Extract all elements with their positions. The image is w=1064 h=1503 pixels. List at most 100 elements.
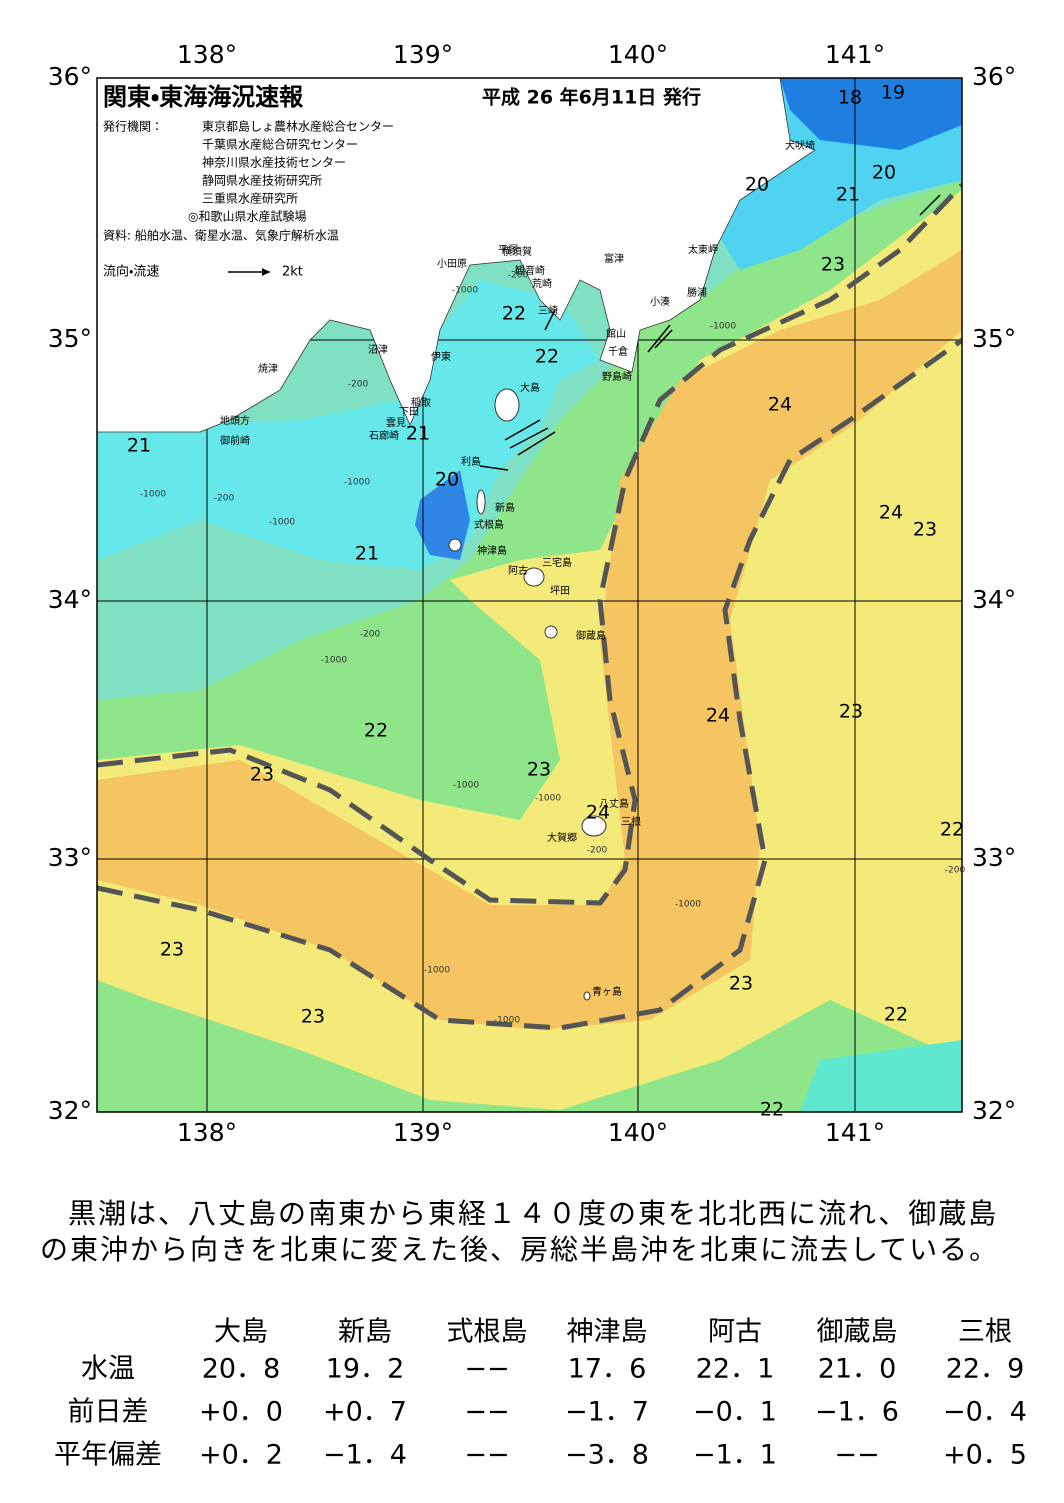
longitude-label: 139°	[393, 1118, 453, 1147]
latitude-label: 35°	[48, 324, 92, 353]
place-name: 太東岬	[688, 243, 718, 256]
table-cell: −1．6	[815, 1397, 899, 1428]
place-name: 阿古	[508, 564, 528, 577]
isotherm-label: 22	[884, 1004, 908, 1026]
depth-label: -1000	[452, 286, 478, 296]
latitude-label: 32°	[972, 1096, 1016, 1125]
place-name: 沼津	[368, 343, 388, 356]
issuer: 三重県水産研究所	[202, 192, 298, 206]
depth-label: -1000	[269, 518, 295, 528]
depth-label: -1000	[344, 478, 370, 488]
table-cell: −−	[464, 1440, 509, 1471]
islands	[448, 388, 607, 1001]
issuer: 東京都島しょ農林水産総合センター	[202, 119, 394, 134]
place-name: 三崎	[538, 304, 558, 317]
isotherm-label: 21	[836, 184, 860, 206]
table-cell: −1．4	[323, 1440, 407, 1471]
depth-label: -200	[348, 380, 369, 390]
issue-date: 平成 26 年6月11日 発行	[482, 86, 701, 109]
cold-water	[97, 280, 600, 570]
table-cell: +0．7	[323, 1397, 407, 1428]
depth-label: -1000	[494, 1016, 520, 1026]
place-name: 地頭方	[220, 414, 250, 427]
longitude-label: 138°	[177, 40, 237, 69]
depth-label: -1000	[140, 490, 166, 500]
longitude-label: 140°	[608, 40, 668, 69]
isotherm-label: 22	[535, 346, 559, 368]
place-name: 稲取	[411, 397, 431, 409]
row-label: 平年偏差	[54, 1440, 162, 1471]
table-cell: −3．8	[565, 1440, 649, 1471]
longitude-label: 140°	[608, 1118, 668, 1147]
place-name: 坪田	[550, 584, 570, 597]
latitude-label: 32°	[48, 1096, 92, 1125]
place-name: 大賀郷	[547, 831, 577, 844]
table-cell: 21．0	[818, 1354, 897, 1385]
table-cell: +0．0	[199, 1397, 283, 1428]
depth-label: -1000	[710, 322, 736, 332]
depth-label: -200	[945, 866, 966, 876]
current-vectors	[479, 194, 941, 471]
depth-label: -1000	[535, 794, 561, 804]
issuer: ◎和歌山県水産試験場	[188, 209, 306, 224]
place-name: 神津島	[477, 544, 507, 557]
place-name: 新島	[495, 501, 515, 514]
isotherm-label: 23	[250, 764, 274, 786]
isotherm-label: 22	[364, 720, 388, 742]
map-frame	[96, 77, 963, 1113]
vector	[509, 427, 549, 449]
isotherm-label: 18	[838, 87, 862, 109]
table-cell: −0．1	[693, 1397, 777, 1428]
latitude-label: 35°	[972, 324, 1016, 353]
vector	[544, 309, 556, 331]
latitude-label: 33°	[972, 843, 1016, 872]
isotherm-label: 21	[406, 423, 430, 445]
isotherm-label: 22	[760, 1099, 784, 1121]
table-cell: 17．6	[568, 1354, 647, 1385]
isotherm-label: 23	[729, 973, 753, 995]
latitude-label: 36°	[972, 62, 1016, 91]
legend-label: 流向・流速	[103, 264, 159, 280]
column-header: 三根	[958, 1317, 1012, 1348]
summary: 黒潮は、八丈島の南東から東経１４０度の東を北北西に流れ、御蔵島の東沖から向きを北…	[40, 1197, 1000, 1266]
longitude-label: 141°	[825, 1118, 885, 1147]
column-header: 大島	[214, 1317, 268, 1348]
table-cell: +0．5	[943, 1440, 1027, 1471]
place-name: 小田原	[437, 258, 467, 270]
kuroshio-axis-south	[97, 337, 962, 1031]
isotherm-label: 21	[127, 435, 151, 457]
longitude-label: 141°	[825, 40, 885, 69]
row-label: 水温	[81, 1354, 135, 1385]
kuroshio-water	[97, 250, 962, 1030]
table-cell: −0．4	[943, 1397, 1027, 1428]
longitude-label: 139°	[393, 40, 453, 69]
depth-label: -200	[508, 271, 529, 281]
table-cell: 22．9	[946, 1354, 1025, 1385]
island	[523, 567, 545, 587]
isotherm-label: 22	[502, 303, 526, 325]
isotherm-label: 23	[527, 759, 551, 781]
place-name: 石廊崎	[369, 429, 399, 442]
legend-arrowhead	[262, 268, 270, 276]
table-cell: 22．1	[696, 1354, 775, 1385]
vector	[647, 324, 671, 353]
place-name: 館山	[606, 327, 626, 340]
place-name: 小湊	[650, 295, 670, 308]
isotherm-label: 20	[435, 469, 459, 491]
depth-label: -1000	[675, 900, 701, 910]
table-cell: −−	[834, 1440, 879, 1471]
cold-core	[415, 470, 470, 560]
isotherm-label: 24	[768, 394, 792, 416]
depth-label: -1000	[424, 966, 450, 976]
place-name: 平塚	[498, 244, 518, 256]
island	[544, 625, 558, 639]
issuer: 神奈川県水産技術センター	[202, 155, 346, 170]
row-label: 前日差	[68, 1397, 149, 1428]
place-name: 荒崎	[532, 277, 552, 290]
place-name: 勝浦	[687, 286, 707, 299]
table-cell: −−	[464, 1354, 509, 1385]
place-name: 三宅島	[542, 556, 572, 569]
isotherm-label: 23	[913, 519, 937, 541]
